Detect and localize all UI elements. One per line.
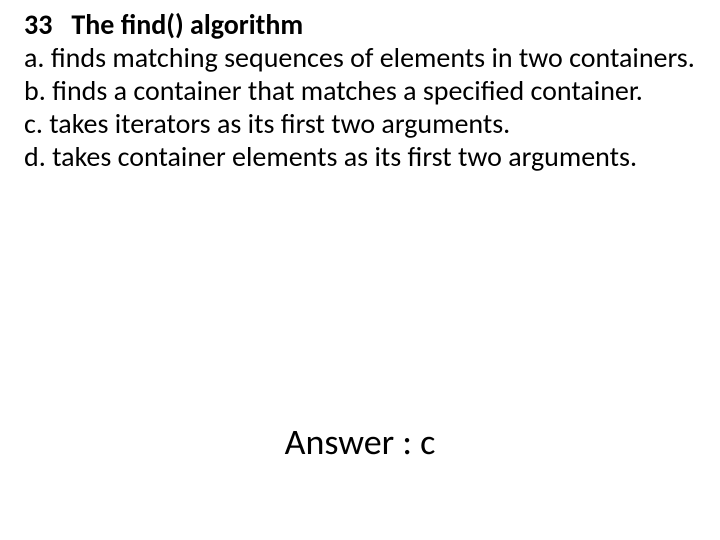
option-c-text: takes iterators as its first two argumen…	[49, 106, 510, 141]
answer-label: Answer :	[285, 420, 420, 464]
option-d-text: takes container elements as its first tw…	[52, 139, 637, 174]
option-d-label: d.	[24, 139, 46, 174]
question-number: 33	[24, 7, 52, 42]
answer-value: c	[420, 420, 435, 464]
option-b-text: finds a container that matches a specifi…	[52, 73, 643, 108]
option-a: a. finds matching sequences of elements …	[24, 41, 696, 74]
answer-block: Answer : c	[0, 420, 720, 464]
option-c-label: c.	[24, 106, 43, 141]
option-a-text: finds matching sequences of elements in …	[51, 40, 695, 75]
option-b-label: b.	[24, 73, 46, 108]
option-a-label: a.	[24, 40, 44, 75]
question-title: The find() algorithm	[71, 7, 303, 42]
option-b: b. finds a container that matches a spec…	[24, 74, 696, 107]
slide: 33 The find() algorithm a. finds matchin…	[0, 0, 720, 540]
option-d: d. takes container elements as its first…	[24, 140, 696, 173]
question-block: 33 The find() algorithm a. finds matchin…	[24, 8, 696, 173]
question-header: 33 The find() algorithm	[24, 8, 696, 41]
option-c: c. takes iterators as its first two argu…	[24, 107, 696, 140]
